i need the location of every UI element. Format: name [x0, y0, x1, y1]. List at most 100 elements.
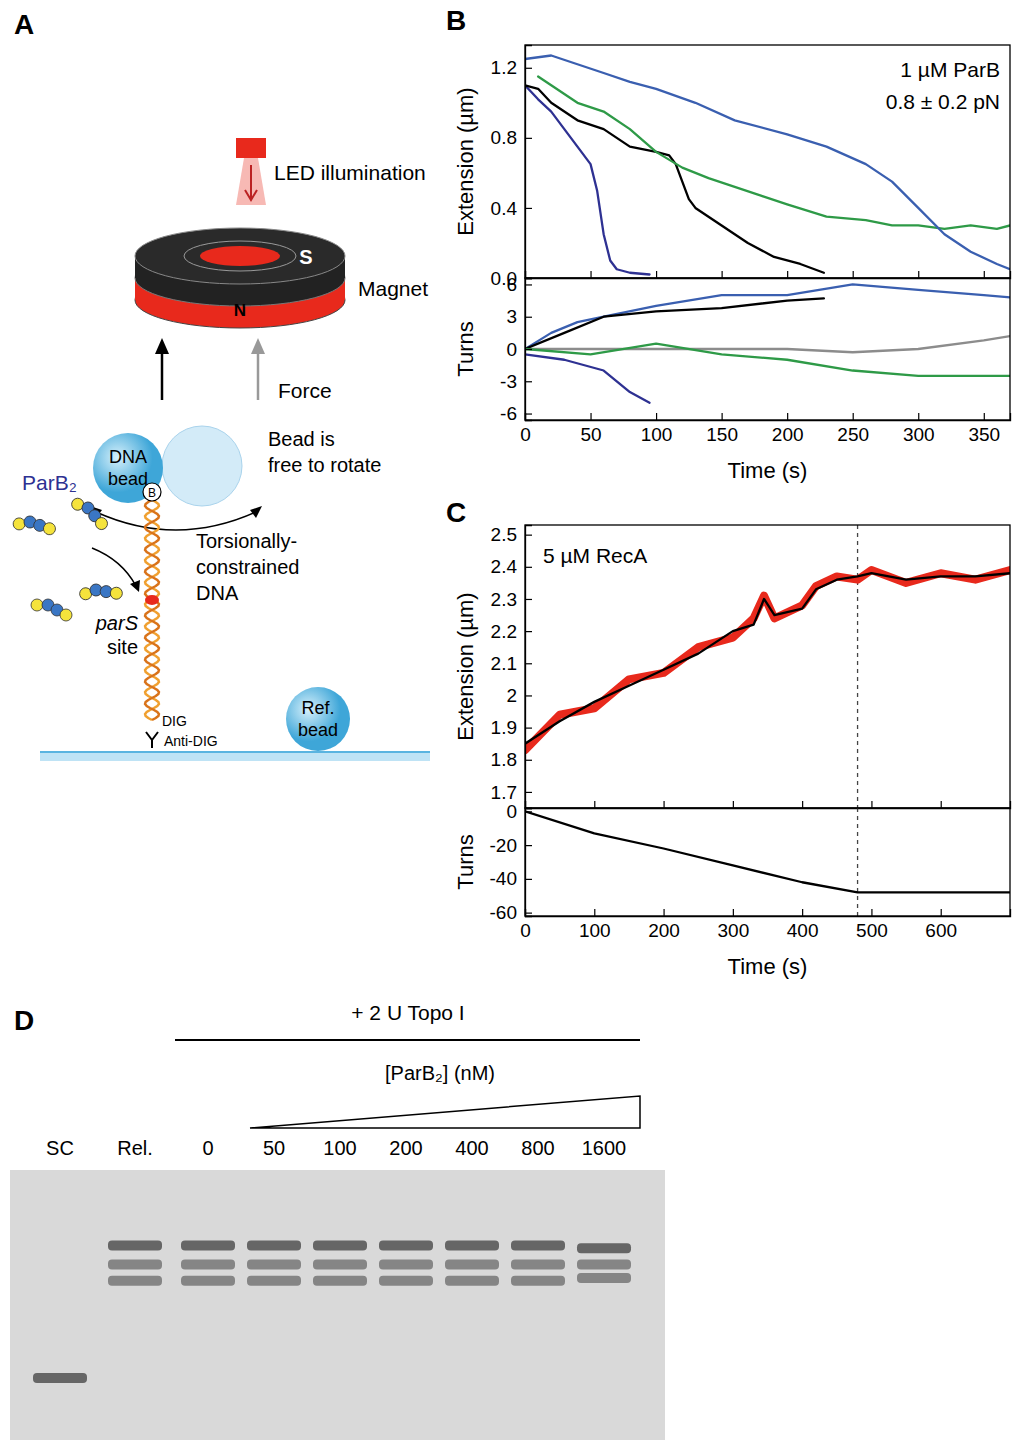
- annotation: 1 µM ParB: [900, 58, 1000, 81]
- lane-label: SC: [46, 1137, 74, 1159]
- tick-label: 300: [718, 920, 750, 941]
- axis-line: [526, 279, 533, 421]
- tick: 200: [772, 413, 804, 445]
- panel-letter: C: [446, 497, 466, 528]
- axis-line: [526, 809, 533, 917]
- tick: 2.1: [491, 653, 532, 674]
- label: bead: [298, 720, 338, 740]
- pars-site: [145, 595, 159, 605]
- tick: 0: [506, 339, 532, 360]
- gel-subtitle: [ParB₂] (nM): [385, 1062, 495, 1084]
- tick: 1.7: [491, 782, 532, 803]
- label: Magnet: [358, 277, 428, 300]
- rotation-arrow: [96, 512, 256, 530]
- series-line: [525, 354, 650, 402]
- diagram: LED illuminationSNMagnetForceDNAbeadBead…: [12, 138, 430, 761]
- panel-letter: A: [14, 9, 34, 40]
- tick: -3: [500, 371, 532, 392]
- gel-band: [33, 1373, 87, 1383]
- tick: 100: [579, 909, 611, 941]
- label: free to rotate: [268, 454, 381, 476]
- tick-mark: [525, 599, 532, 600]
- surface: [40, 752, 430, 761]
- label: S: [299, 246, 312, 268]
- dna-strand: [145, 500, 159, 720]
- label: ParB₂: [22, 471, 77, 494]
- gel-band: [313, 1276, 367, 1286]
- parb-dimer: [12, 512, 56, 541]
- series-line: [525, 570, 1010, 750]
- gel-band: [445, 1241, 499, 1251]
- light-arrow: [245, 165, 257, 200]
- y-axis: -6-3036: [500, 274, 532, 424]
- tick-label: 50: [580, 424, 601, 445]
- plot-frame: [525, 808, 1010, 916]
- parb-domain: [94, 516, 109, 531]
- tick-mark: [787, 413, 788, 420]
- surface-edge: [40, 751, 430, 753]
- tick-mark: [918, 413, 919, 420]
- tick-mark: [525, 567, 532, 568]
- x-axis: 050100150200250300350: [520, 413, 1010, 445]
- tick-mark: [663, 909, 664, 916]
- tick-mark: [722, 271, 723, 278]
- tick-label: 2.5: [491, 524, 517, 545]
- led: [236, 138, 266, 158]
- tick: 2.2: [491, 621, 532, 642]
- series-line: [525, 344, 1010, 376]
- concentration-wedge: [250, 1096, 640, 1128]
- gel-band: [379, 1276, 433, 1286]
- tick: [591, 271, 592, 278]
- lane-label: 1600: [582, 1137, 627, 1159]
- plot-frame: [525, 278, 1010, 420]
- tick: -40: [490, 868, 532, 889]
- tick: 350: [968, 413, 1000, 445]
- tick-label: 250: [837, 424, 869, 445]
- series-line: [525, 56, 1010, 270]
- tick-label: 500: [856, 920, 888, 941]
- tick-label: 0: [520, 424, 531, 445]
- tick: 0: [506, 801, 532, 822]
- tick-label: 2.3: [491, 589, 517, 610]
- tick-mark: [787, 271, 788, 278]
- panel-letter: B: [446, 5, 466, 36]
- tick: 150: [706, 413, 738, 445]
- gel-band: [511, 1276, 565, 1286]
- tick-label: -6: [500, 403, 517, 424]
- series-line: [525, 573, 1010, 743]
- plot-frame: [525, 525, 1010, 808]
- rotation-arrowhead: [250, 506, 262, 518]
- tick: 100: [641, 413, 673, 445]
- annotation: 5 µM RecA: [543, 544, 647, 567]
- tick: 500: [856, 909, 888, 941]
- tick-mark: [525, 845, 532, 846]
- series-line: [525, 811, 1010, 892]
- lane-label: 0: [202, 1137, 213, 1159]
- plot-marks: [525, 284, 1010, 402]
- tick-label: 0: [520, 920, 531, 941]
- binding-arrowhead: [130, 580, 140, 592]
- tick: 600: [925, 909, 957, 941]
- tick-mark: [525, 879, 532, 880]
- tick-label: 1.7: [491, 782, 517, 803]
- tick-mark: [802, 909, 803, 916]
- magnet-top: [135, 228, 345, 284]
- gel-band: [247, 1276, 301, 1286]
- tick-mark: [871, 801, 872, 808]
- label: Anti-DIG: [164, 733, 218, 749]
- gel-band: [108, 1276, 162, 1286]
- tick: [787, 271, 788, 278]
- chart: 1.71.81.922.12.22.32.42.5Extension (µm)5…: [453, 524, 1011, 808]
- gel-band: [577, 1260, 631, 1270]
- tick: [594, 801, 595, 808]
- parb-domain: [31, 599, 43, 611]
- event-line: [857, 808, 858, 916]
- annotation: 0.8 ± 0.2 pN: [886, 90, 1000, 113]
- tick: [722, 271, 723, 278]
- tick-label: 100: [579, 920, 611, 941]
- parb-domain: [43, 522, 57, 536]
- tick-label: 3: [506, 306, 517, 327]
- tick: 1.9: [491, 717, 532, 738]
- light-cone: [236, 158, 266, 205]
- tick-mark: [525, 760, 532, 761]
